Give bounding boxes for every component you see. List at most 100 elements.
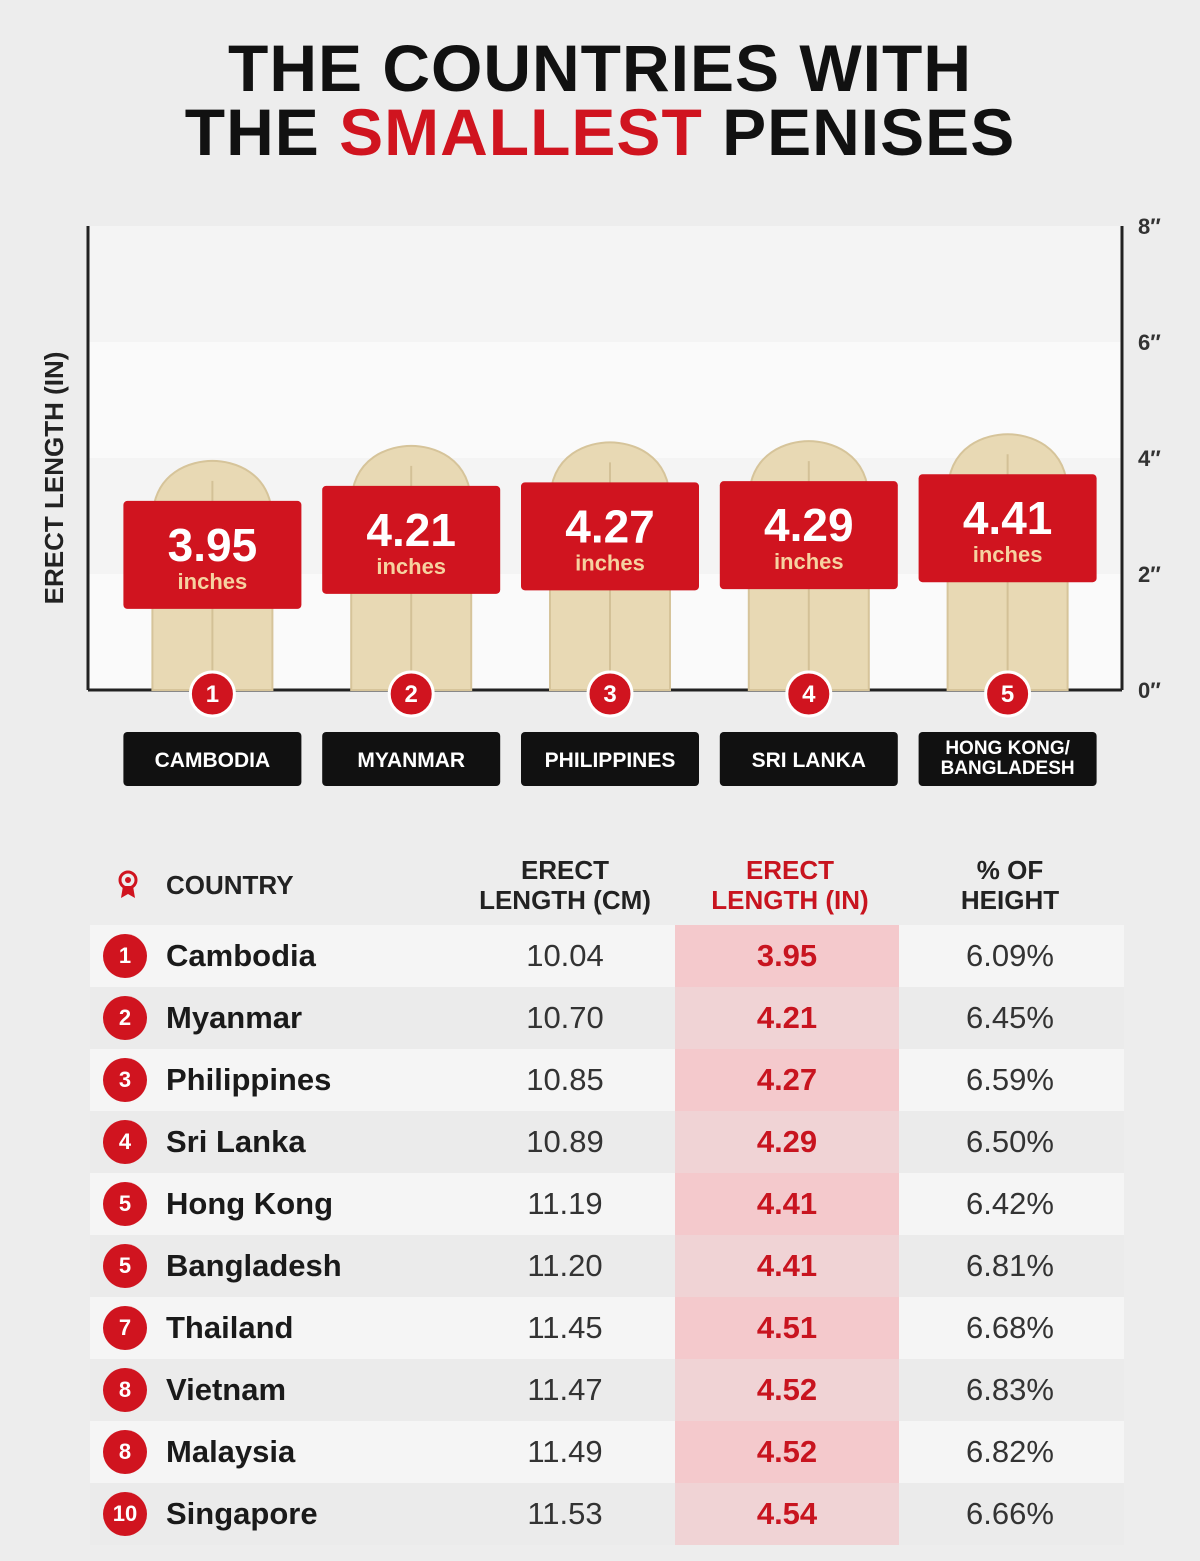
y-tick-label: 4″ <box>1138 446 1161 471</box>
header-length-in: ERECT LENGTH (IN) <box>680 845 900 925</box>
rank-label: 4 <box>802 681 816 708</box>
length-cm: 10.04 <box>465 925 665 987</box>
length-in: 4.41 <box>675 1173 899 1235</box>
header-pct-line1: % OF <box>977 855 1043 885</box>
length-cm: 11.20 <box>465 1235 665 1297</box>
table-body: 1 Cambodia 10.04 3.95 6.09% 2 Myanmar 10… <box>90 925 1124 1545</box>
pct-height: 6.59% <box>910 1049 1110 1111</box>
table-header: COUNTRY ERECT LENGTH (CM) ERECT LENGTH (… <box>90 845 1124 925</box>
header-length-in-line2: LENGTH (IN) <box>711 885 868 915</box>
table-row: 5 Bangladesh 11.20 4.41 6.81% <box>90 1235 1124 1297</box>
header-length-cm: ERECT LENGTH (CM) <box>465 845 665 925</box>
value-unit-label: inches <box>774 549 844 574</box>
medal-icon <box>118 870 138 900</box>
rank-label: 2 <box>405 681 418 708</box>
length-in: 3.95 <box>675 925 899 987</box>
grid-band <box>88 342 1122 458</box>
category-label: BANGLADESH <box>941 758 1075 779</box>
header-length-in-line1: ERECT <box>746 855 834 885</box>
country-name: Vietnam <box>166 1359 466 1421</box>
table-row: 3 Philippines 10.85 4.27 6.59% <box>90 1049 1124 1111</box>
table-row: 10 Singapore 11.53 4.54 6.66% <box>90 1483 1124 1545</box>
y-tick-label: 2″ <box>1138 562 1161 587</box>
pct-height: 6.81% <box>910 1235 1110 1297</box>
ranking-table: COUNTRY ERECT LENGTH (CM) ERECT LENGTH (… <box>90 845 1124 1545</box>
length-cm: 11.47 <box>465 1359 665 1421</box>
table-row: 1 Cambodia 10.04 3.95 6.09% <box>90 925 1124 987</box>
country-name: Philippines <box>166 1049 466 1111</box>
rank-badge: 5 <box>103 1182 147 1226</box>
country-name: Myanmar <box>166 987 466 1049</box>
rank-label: 5 <box>1001 681 1014 708</box>
value-unit-label: inches <box>575 550 645 575</box>
value-label: 3.95 <box>168 519 258 571</box>
pct-height: 6.82% <box>910 1421 1110 1483</box>
title-line-2-post: PENISES <box>703 95 1015 169</box>
length-in: 4.29 <box>675 1111 899 1173</box>
y-tick-label: 0″ <box>1138 678 1161 703</box>
country-name: Bangladesh <box>166 1235 466 1297</box>
country-name: Sri Lanka <box>166 1111 466 1173</box>
table-row: 8 Vietnam 11.47 4.52 6.83% <box>90 1359 1124 1421</box>
header-length-cm-line1: ERECT <box>521 855 609 885</box>
length-cm: 10.85 <box>465 1049 665 1111</box>
rank-badge: 2 <box>103 996 147 1040</box>
bar-chart: 0″2″4″6″8″ERECT LENGTH (IN) 3.95inches1CA… <box>0 190 1200 800</box>
value-unit-label: inches <box>178 569 248 594</box>
rank-badge: 8 <box>103 1368 147 1412</box>
table-row: 5 Hong Kong 11.19 4.41 6.42% <box>90 1173 1124 1235</box>
country-name: Singapore <box>166 1483 466 1545</box>
header-pct-height: % OF HEIGHT <box>910 845 1110 925</box>
pct-height: 6.66% <box>910 1483 1110 1545</box>
value-label: 4.27 <box>565 500 655 552</box>
length-in: 4.52 <box>675 1421 899 1483</box>
rank-badge: 7 <box>103 1306 147 1350</box>
page-title: THE COUNTRIES WITH THE SMALLEST PENISES <box>0 36 1200 164</box>
rank-label: 3 <box>603 681 616 708</box>
value-unit-label: inches <box>376 554 446 579</box>
pct-height: 6.09% <box>910 925 1110 987</box>
table-row: 8 Malaysia 11.49 4.52 6.82% <box>90 1421 1124 1483</box>
length-in: 4.52 <box>675 1359 899 1421</box>
length-cm: 10.89 <box>465 1111 665 1173</box>
title-line-1: THE COUNTRIES WITH <box>0 36 1200 100</box>
header-pct-line2: HEIGHT <box>961 885 1059 915</box>
title-line-2: THE SMALLEST PENISES <box>0 100 1200 164</box>
length-in: 4.21 <box>675 987 899 1049</box>
length-in: 4.51 <box>675 1297 899 1359</box>
length-in: 4.41 <box>675 1235 899 1297</box>
table-row: 2 Myanmar 10.70 4.21 6.45% <box>90 987 1124 1049</box>
header-rank <box>108 845 148 925</box>
category-label: CAMBODIA <box>155 749 271 772</box>
category-label: MYANMAR <box>357 749 465 772</box>
table-row: 7 Thailand 11.45 4.51 6.68% <box>90 1297 1124 1359</box>
value-label: 4.21 <box>366 504 456 556</box>
value-unit-label: inches <box>973 542 1043 567</box>
length-in: 4.27 <box>675 1049 899 1111</box>
pct-height: 6.45% <box>910 987 1110 1049</box>
pct-height: 6.50% <box>910 1111 1110 1173</box>
y-tick-label: 6″ <box>1138 330 1161 355</box>
length-cm: 11.53 <box>465 1483 665 1545</box>
value-label: 4.29 <box>764 499 854 551</box>
length-cm: 11.49 <box>465 1421 665 1483</box>
y-axis-label: ERECT LENGTH (IN) <box>39 352 69 605</box>
table-row: 4 Sri Lanka 10.89 4.29 6.50% <box>90 1111 1124 1173</box>
header-country: COUNTRY <box>166 845 466 925</box>
header-length-cm-line2: LENGTH (CM) <box>479 885 651 915</box>
country-name: Cambodia <box>166 925 466 987</box>
category-label: HONG KONG/ <box>945 738 1070 759</box>
pct-height: 6.68% <box>910 1297 1110 1359</box>
country-name: Thailand <box>166 1297 466 1359</box>
country-name: Malaysia <box>166 1421 466 1483</box>
title-accent: SMALLEST <box>339 95 703 169</box>
rank-badge: 3 <box>103 1058 147 1102</box>
grid-band <box>88 226 1122 342</box>
pct-height: 6.42% <box>910 1173 1110 1235</box>
y-tick-label: 8″ <box>1138 214 1161 239</box>
length-cm: 10.70 <box>465 987 665 1049</box>
rank-badge: 10 <box>103 1492 147 1536</box>
length-in: 4.54 <box>675 1483 899 1545</box>
rank-badge: 4 <box>103 1120 147 1164</box>
title-line-2-pre: THE <box>185 95 339 169</box>
